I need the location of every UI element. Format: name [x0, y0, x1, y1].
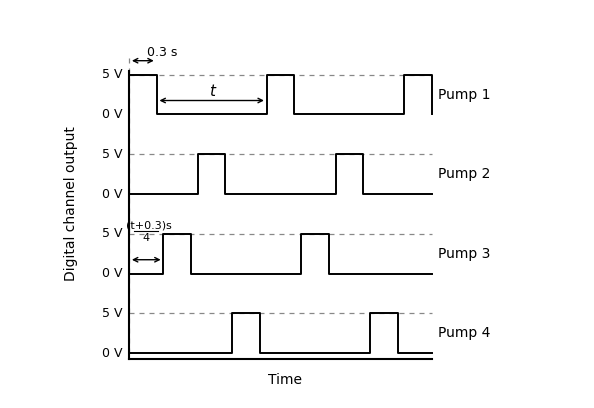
Text: 0 V: 0 V — [102, 347, 122, 360]
Text: Pump 3: Pump 3 — [438, 247, 491, 261]
Text: 0 V: 0 V — [102, 188, 122, 201]
Text: 0 V: 0 V — [102, 108, 122, 121]
Text: Pump 4: Pump 4 — [438, 326, 491, 340]
Text: s: s — [165, 221, 171, 231]
Text: 0.3 s: 0.3 s — [147, 46, 178, 59]
Text: 4: 4 — [143, 233, 150, 243]
Text: Pump 2: Pump 2 — [438, 167, 491, 181]
Text: 5 V: 5 V — [102, 307, 122, 320]
Text: (t+0.3): (t+0.3) — [126, 221, 166, 231]
Text: 5 V: 5 V — [102, 227, 122, 240]
Y-axis label: Digital channel output: Digital channel output — [64, 126, 78, 282]
Text: 5 V: 5 V — [102, 68, 122, 81]
Text: Pump 1: Pump 1 — [438, 88, 491, 102]
X-axis label: Time: Time — [268, 373, 302, 387]
Text: 0 V: 0 V — [102, 267, 122, 280]
Text: 5 V: 5 V — [102, 148, 122, 161]
Text: t: t — [208, 84, 214, 98]
